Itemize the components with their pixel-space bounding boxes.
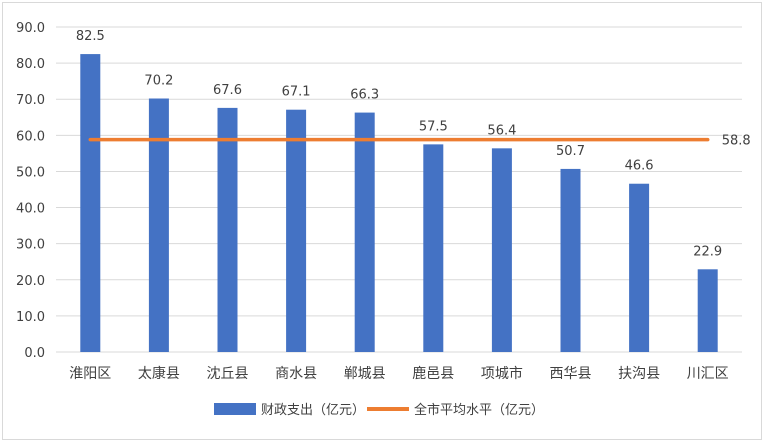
x-category-label: 川汇区 (687, 366, 729, 382)
bar (354, 112, 375, 352)
bar (286, 109, 307, 352)
data-label: 46.6 (625, 159, 654, 174)
y-tick-label: 70.0 (16, 93, 45, 108)
bar (217, 107, 238, 352)
y-tick-label: 50.0 (16, 165, 45, 180)
x-category-label: 沈丘县 (207, 366, 249, 382)
x-category-label: 项城市 (481, 365, 523, 382)
data-label: 67.1 (282, 85, 311, 100)
bar (697, 269, 718, 352)
gridlines (56, 26, 742, 353)
y-tick-label: 0.0 (24, 346, 45, 361)
y-axis-ticks: 0.0 10.0 20.0 30.0 40.0 50.0 60.0 70.0 80.0 90.0 (16, 21, 45, 361)
y-tick-label: 30.0 (16, 238, 45, 253)
data-label: 56.4 (487, 123, 516, 138)
x-axis-categories: 淮阳区 太康县 沈丘县 商水县 郸城县 鹿邑县 项城市 西华县 扶沟县 川汇区 (69, 365, 728, 382)
y-tick-label: 20.0 (16, 274, 45, 289)
data-label: 67.6 (213, 83, 242, 98)
x-category-label: 扶沟县 (618, 366, 660, 382)
y-tick-label: 80.0 (16, 57, 45, 72)
data-label: 50.7 (556, 144, 585, 159)
x-category-label: 西华县 (550, 366, 592, 382)
bar (629, 183, 650, 352)
average-line-label: 58.8 (722, 134, 751, 149)
data-label: 82.5 (76, 29, 105, 44)
legend-label-line: 全市平均水平（亿元） (414, 402, 544, 418)
legend-label-bar: 财政支出（亿元） (261, 403, 365, 418)
bar (148, 98, 169, 352)
legend: 财政支出（亿元） 全市平均水平（亿元） (214, 402, 544, 418)
x-category-label: 商水县 (275, 366, 317, 382)
bar (423, 144, 444, 352)
bar (560, 168, 581, 352)
x-category-label: 鹿邑县 (412, 365, 454, 382)
data-labels: 82.5 70.2 67.6 67.1 66.3 57.5 56.4 50.7 46.6 22.9 (76, 29, 722, 259)
x-category-label: 太康县 (138, 365, 180, 382)
x-category-label: 郸城县 (344, 366, 386, 382)
bar (80, 54, 101, 352)
data-label: 70.2 (144, 74, 173, 89)
legend-swatch-bar (214, 403, 256, 415)
average-line: 58.8 (88, 134, 751, 149)
bar (491, 148, 512, 352)
data-label: 57.5 (419, 119, 448, 134)
y-tick-label: 90.0 (16, 21, 45, 36)
data-label: 66.3 (350, 88, 379, 103)
bars (80, 54, 718, 352)
x-category-label: 淮阳区 (69, 366, 111, 382)
y-tick-label: 10.0 (16, 310, 45, 325)
y-tick-label: 60.0 (16, 129, 45, 144)
y-tick-label: 40.0 (16, 202, 45, 217)
data-label: 22.9 (693, 244, 722, 259)
